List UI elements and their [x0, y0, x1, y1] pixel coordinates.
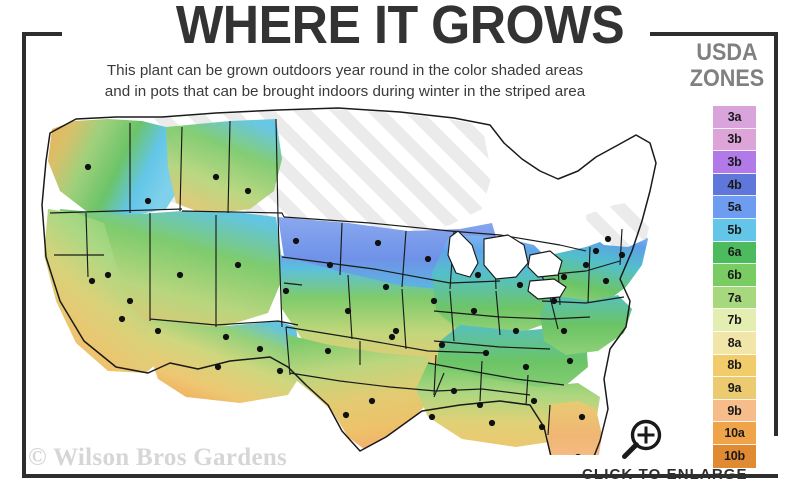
watermark: © Wilson Bros Gardens — [28, 444, 288, 471]
legend-heading: USDA ZONES — [674, 40, 780, 92]
click-to-enlarge-label[interactable]: CLICK TO ENLARGE — [582, 466, 748, 483]
zone-swatch-9b-13: 9b — [713, 399, 756, 423]
region-texas — [288, 335, 444, 449]
map-outlines — [41, 107, 657, 455]
page-title: WHERE IT GROWS — [175, 0, 625, 55]
region-mid-atlantic — [540, 295, 632, 355]
frame-top-left-border — [22, 32, 62, 36]
zone-swatch-label: 6b — [727, 267, 742, 282]
frame-bottom-right-border — [662, 474, 778, 478]
zone-swatch-label: 3a — [727, 109, 742, 124]
frame-right-border — [774, 32, 778, 436]
zone-swatch-label: 3b — [727, 154, 742, 169]
zone-swatch-label: 3b — [727, 132, 742, 147]
zone-swatch-label: 8a — [727, 335, 742, 350]
zone-swatch-label: 7b — [727, 313, 742, 328]
zone-swatch-label: 5b — [727, 222, 742, 237]
zone-swatch-label: 7a — [727, 290, 742, 305]
zone-swatch-label: 5a — [727, 200, 742, 215]
zone-swatch-label: 8b — [727, 358, 742, 373]
zone-swatch-label: 10a — [724, 426, 745, 441]
region-new-england-striped — [586, 201, 652, 247]
legend-heading-line-2: ZONES — [689, 65, 765, 92]
usda-zone-legend: 3a 3b 3b 4b 5a 5b 6a 6b 7a 7b 8a 8b 9a 9b 10a 10b — [713, 106, 756, 468]
map-svg — [41, 107, 657, 455]
subtitle-line-2: and in pots that can be brought indoors … — [104, 83, 586, 100]
magnifier-plus-icon[interactable] — [620, 418, 664, 462]
zone-swatch-10a-14: 10a — [713, 422, 756, 445]
city-dots — [84, 163, 626, 455]
region-florida — [548, 401, 602, 455]
zone-swatch-10b-15: 10b — [713, 444, 756, 468]
region-california — [44, 209, 170, 373]
zone-swatch-label: 9a — [727, 380, 742, 395]
zone-swatch-3b-1: 3b — [713, 128, 756, 152]
legend-heading-line-1: USDA — [696, 39, 758, 66]
frame-bottom-border — [22, 474, 778, 478]
zone-swatch-3a-0: 3a — [713, 106, 756, 129]
frame-top-right-border — [650, 32, 778, 36]
region-pacific-northwest — [48, 119, 182, 217]
zone-swatch-6b-7: 6b — [713, 264, 756, 287]
subtitle-line-1: This plant can be grown outdoors year ro… — [106, 62, 584, 79]
zone-swatch-7b-9: 7b — [713, 309, 756, 332]
zone-swatch-label: 4b — [727, 177, 742, 192]
zone-swatch-5b-5: 5b — [713, 218, 756, 242]
usda-hardiness-map[interactable] — [30, 105, 670, 455]
zone-swatch-9a-12: 9a — [713, 377, 756, 400]
zone-swatch-8a-10: 8a — [713, 331, 756, 355]
zone-swatch-label: 9b — [727, 403, 742, 418]
zone-swatch-label: 10b — [724, 449, 745, 464]
zone-swatch-4b-3: 4b — [713, 173, 756, 197]
region-desert-southwest — [146, 319, 302, 403]
zone-swatch-3b-2: 3b — [713, 151, 756, 174]
zone-swatch-6a-6: 6a — [713, 241, 756, 265]
zone-swatch-5a-4: 5a — [713, 196, 756, 219]
frame-left-border — [22, 32, 26, 478]
zone-swatch-label: 6a — [727, 245, 742, 260]
region-northern-rockies — [166, 119, 282, 215]
subtitle: This plant can be grown outdoors year ro… — [40, 60, 650, 102]
zone-swatch-7a-8: 7a — [713, 286, 756, 310]
zone-swatch-8b-11: 8b — [713, 354, 756, 378]
